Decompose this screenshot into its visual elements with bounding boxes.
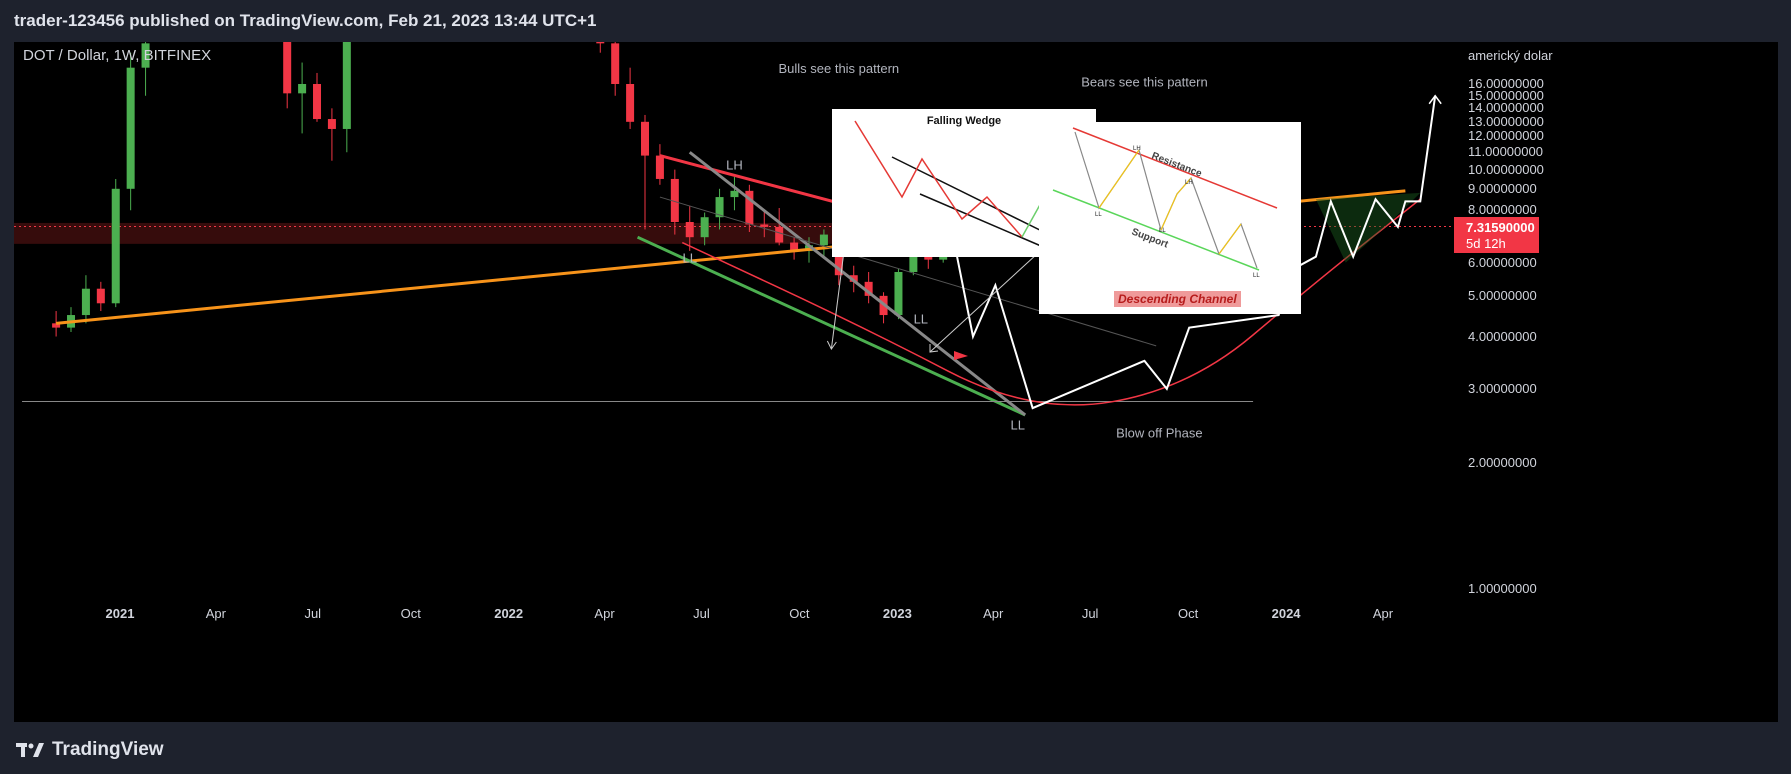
descending-channel-diagram: Resistance Support LH LH LL LL LL: [1052, 127, 1278, 279]
candle-body: [141, 43, 150, 68]
descending-channel-title: Descending Channel: [1114, 291, 1241, 307]
price-tick-label: 14.00000000: [1468, 100, 1544, 116]
price-tick-label: 4.00000000: [1468, 328, 1537, 344]
candle-body: [790, 242, 799, 251]
candle-body: [775, 226, 784, 243]
ll-label-2: LL: [914, 311, 928, 326]
candle-body: [700, 217, 709, 238]
falling-wedge-title: Falling Wedge: [926, 115, 1002, 127]
candle-body: [819, 234, 828, 246]
price-tick-label: 1.00000000: [1468, 581, 1537, 596]
resistance-label: Resistance: [1150, 151, 1204, 180]
symbol-label[interactable]: DOT / Dollar, 1W, BITFINEX: [23, 47, 212, 64]
candle-body: [715, 197, 724, 218]
time-tick-label: Apr: [983, 606, 1004, 621]
bears-caption: Bears see this pattern: [1081, 74, 1207, 89]
candle-body: [626, 84, 635, 122]
accumulation-zone: [1315, 192, 1421, 263]
lh-label-1: LH: [726, 158, 743, 173]
wedge-support: [636, 235, 1026, 417]
candle-body: [81, 288, 90, 316]
ll-label-3: LL: [1010, 418, 1024, 433]
projection-arrowhead: [1428, 94, 1442, 105]
time-tick-label: Oct: [400, 606, 421, 621]
candle-body: [685, 222, 694, 238]
time-tick-label: 2024: [1271, 606, 1301, 621]
inset-lh-label: LH: [1133, 146, 1141, 152]
price-tick-label: 9.00000000: [1468, 180, 1537, 196]
candle-body: [849, 275, 858, 282]
ll-label-1: LL: [683, 251, 697, 266]
currency-label: americký dolar: [1468, 48, 1553, 63]
descending-channel-inset: Resistance Support LH LH LL LL LL Descen…: [1039, 122, 1301, 314]
time-tick-label: Jul: [1081, 606, 1099, 621]
time-tick-label: 2022: [494, 606, 524, 621]
candle-body: [670, 178, 679, 223]
time-tick-label: 2021: [105, 606, 135, 621]
candle-body: [864, 281, 873, 296]
candle-body: [283, 42, 292, 94]
blowoff-label: Blow off Phase: [1116, 425, 1202, 440]
candle-body: [611, 43, 620, 84]
inset-lh-label-2: LH: [1185, 180, 1193, 186]
candle-body: [52, 323, 61, 328]
footer-brand[interactable]: TradingView: [16, 738, 164, 762]
tradingview-logo-icon: [16, 743, 44, 757]
candle-body: [596, 42, 605, 44]
time-tick-label: 2023: [882, 606, 912, 621]
time-tick-label: Apr: [205, 606, 226, 621]
inset-ll-label-2: LL: [1159, 228, 1166, 234]
candle-body: [313, 84, 322, 120]
resistance-zone: [14, 222, 974, 244]
candle-body: [126, 67, 135, 189]
candle-body: [342, 42, 351, 129]
gray-trendline: [688, 151, 1027, 417]
last-price-value: 7.31590000: [1466, 219, 1535, 235]
price-tick-label: 8.00000000: [1468, 202, 1537, 218]
candle-body: [641, 121, 650, 156]
candle-body: [111, 188, 120, 304]
candle-body: [327, 119, 336, 129]
time-tick-label: Apr: [1372, 606, 1394, 621]
thin-diagonal: [659, 196, 1157, 347]
candles-layer: [52, 42, 948, 337]
last-price-badge: 7.31590000 5d 12h: [1454, 216, 1539, 253]
time-tick-label: Oct: [789, 606, 810, 621]
bulls-pointer-arrow: [830, 255, 844, 350]
candle-body: [655, 155, 664, 179]
price-tick-label: 15.00000000: [1468, 87, 1544, 103]
candle-body: [298, 84, 307, 94]
price-tick-label: 12.00000000: [1468, 128, 1544, 144]
price-tick-label: 11.00000000: [1468, 144, 1543, 160]
candle-body: [909, 253, 918, 272]
candle-body: [894, 271, 903, 316]
price-axis[interactable]: americký dolar 1.00000000 2.00000000 3.000…: [1454, 42, 1778, 630]
time-tick-label: Jul: [693, 606, 710, 621]
price-tick-label: 6.00000000: [1468, 254, 1537, 270]
price-tick-label: 2.00000000: [1468, 454, 1537, 470]
last-price-countdown: 5d 12h: [1466, 235, 1506, 251]
price-tick-label: 10.00000000: [1468, 161, 1544, 177]
inset-ll-label-3: LL: [1253, 273, 1260, 279]
time-tick-label: Jul: [304, 606, 322, 621]
candle-body: [730, 190, 739, 198]
candle-body: [760, 224, 769, 227]
publish-info: trader-123456 published on TradingView.c…: [14, 11, 597, 30]
candle-body: [745, 190, 754, 225]
bulls-caption: Bulls see this pattern: [778, 61, 899, 76]
price-tick-label: 13.00000000: [1468, 113, 1544, 129]
cup-curve: [681, 198, 1421, 406]
price-tick-label: 16.00000000: [1468, 76, 1544, 91]
price-tick-label: 5.00000000: [1468, 287, 1537, 303]
flag-icon: [954, 351, 968, 360]
candle-body: [96, 288, 105, 304]
time-axis[interactable]: 2021 Apr Jul Oct 2022 Apr Jul Oct 2023 Apr Jul Oct 2…: [14, 602, 1454, 632]
tradingview-brand-text: TradingView: [52, 739, 164, 760]
time-tick-label: Oct: [1177, 606, 1199, 621]
inset-ll-label: LL: [1095, 212, 1102, 218]
bears-pointer-arrow: [929, 253, 1038, 353]
price-tick-label: 3.00000000: [1468, 380, 1537, 396]
time-tick-label: Apr: [594, 606, 615, 621]
